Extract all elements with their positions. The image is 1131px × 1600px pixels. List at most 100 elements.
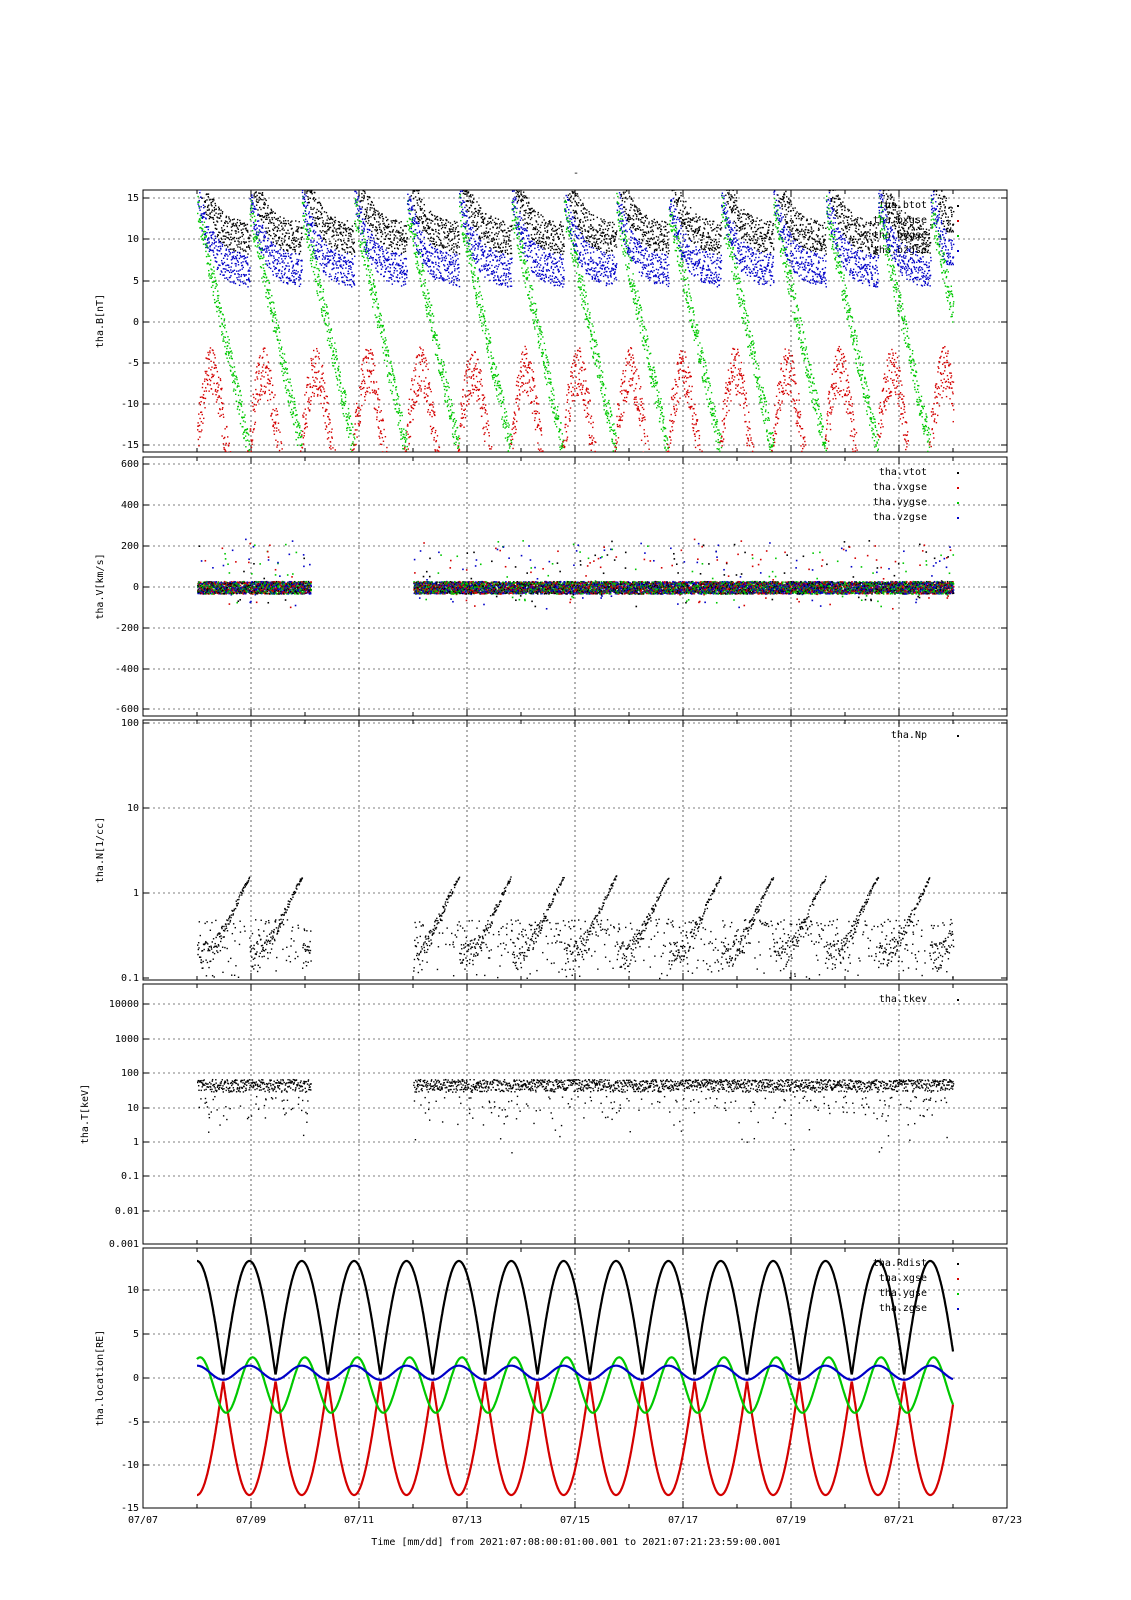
data-point [323,223,325,225]
data-point [435,241,437,243]
data-point [367,370,369,372]
data-point [429,233,432,235]
data-point [462,232,464,234]
data-point [395,253,398,255]
data-point [404,240,406,242]
data-point [246,279,248,281]
data-point [287,400,289,402]
data-point [260,249,262,251]
data-point [244,249,246,251]
data-point [350,268,352,270]
data-point [216,221,219,223]
data-point [284,257,286,260]
data-point [262,216,264,218]
data-point [271,222,273,224]
data-point [461,206,463,208]
data-point [255,208,257,211]
data-point [305,233,308,236]
data-point [354,158,355,159]
data-point [197,171,198,172]
data-point [198,199,200,202]
data-point [427,222,429,224]
data-point [309,183,310,184]
data-point [277,272,279,275]
data-point [291,274,294,277]
data-point [222,235,225,237]
data-point [235,506,236,507]
data-point [445,508,446,509]
data-point [276,242,278,244]
data-point [213,210,215,212]
data-point [214,276,216,279]
data-point [239,252,241,254]
data-point [461,405,463,407]
data-point [248,270,251,272]
data-point [408,209,410,212]
data-point [359,246,362,248]
data-point [205,218,207,220]
data-point [298,253,300,256]
data-point [446,263,449,266]
data-point [411,174,412,175]
data-point [331,222,333,224]
data-point [246,431,248,434]
data-point [306,204,309,207]
data-point [204,212,206,214]
data-point [356,201,358,204]
data-point [264,272,266,275]
data-point [271,418,274,421]
data-point [426,289,429,291]
data-point [409,421,412,423]
data-point [284,479,285,480]
data-point [384,343,386,345]
data-point [459,181,460,182]
data-point [284,371,286,373]
data-point [338,496,339,497]
data-point [427,258,430,260]
data-point [258,196,261,198]
data-point [454,433,456,435]
data-point [432,220,434,222]
data-point [317,387,320,390]
data-point [401,265,404,268]
data-point [311,237,313,239]
data-point [201,234,203,237]
data-point [271,212,273,214]
data-point [441,259,444,261]
data-point [215,208,217,210]
data-point [411,174,412,175]
data-point [368,369,371,372]
data-point [332,257,335,260]
data-point [376,221,378,223]
data-point [393,491,394,492]
data-point [262,249,264,251]
data-point [373,286,376,288]
data-point [447,507,448,508]
data-point [201,228,204,230]
data-point [387,458,388,459]
data-point [419,209,422,211]
data-point [305,174,306,175]
data-point [345,263,348,266]
data-point [431,229,433,231]
data-point [359,415,361,417]
data-point [213,298,216,301]
data-point [440,218,443,220]
data-point [329,273,331,275]
data-point [232,224,235,226]
data-point [403,239,405,242]
data-point [224,222,226,224]
data-point [448,517,449,518]
data-point [234,230,236,232]
data-point [438,474,439,475]
data-point [257,182,258,183]
data-point [347,237,349,240]
data-point [357,167,358,168]
data-point [394,235,397,237]
data-point [358,215,361,217]
data-point [397,281,400,283]
data-point [235,225,238,227]
data-point [342,495,343,496]
data-point [219,379,222,382]
data-point [430,403,432,405]
